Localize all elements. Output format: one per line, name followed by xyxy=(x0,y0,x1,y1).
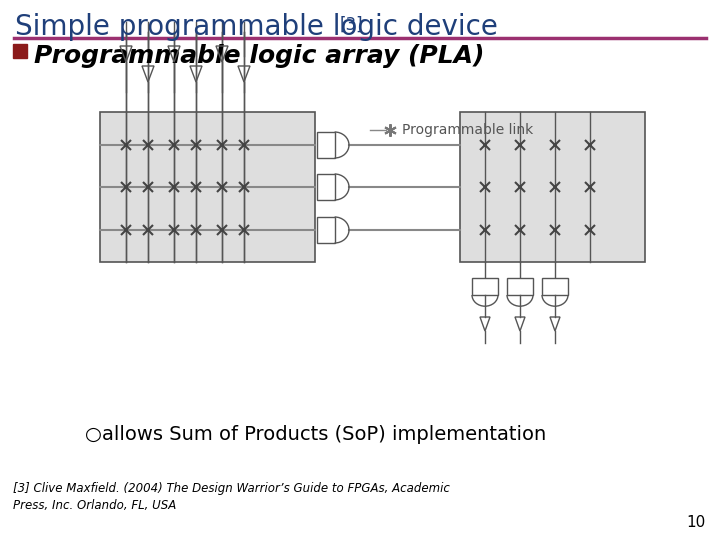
Text: Programmable logic array (PLA): Programmable logic array (PLA) xyxy=(34,44,485,68)
Bar xyxy=(317,217,335,243)
Text: [3] Clive Maxfield. (2004) The Design Warrior’s Guide to FPGAs, Academic
Press, : [3] Clive Maxfield. (2004) The Design Wa… xyxy=(13,482,450,512)
Bar xyxy=(100,112,315,262)
Bar xyxy=(507,278,533,295)
Bar xyxy=(317,174,335,200)
Bar xyxy=(460,112,645,262)
Text: Programmable link: Programmable link xyxy=(402,123,534,137)
Text: ○allows Sum of Products (SoP) implementation: ○allows Sum of Products (SoP) implementa… xyxy=(85,425,546,444)
Bar xyxy=(13,44,27,58)
Text: Simple programmable logic device: Simple programmable logic device xyxy=(15,13,507,41)
Bar xyxy=(542,278,568,295)
Bar xyxy=(317,132,335,158)
Bar xyxy=(472,278,498,295)
Text: 10: 10 xyxy=(687,515,706,530)
Text: [3]: [3] xyxy=(340,16,364,34)
